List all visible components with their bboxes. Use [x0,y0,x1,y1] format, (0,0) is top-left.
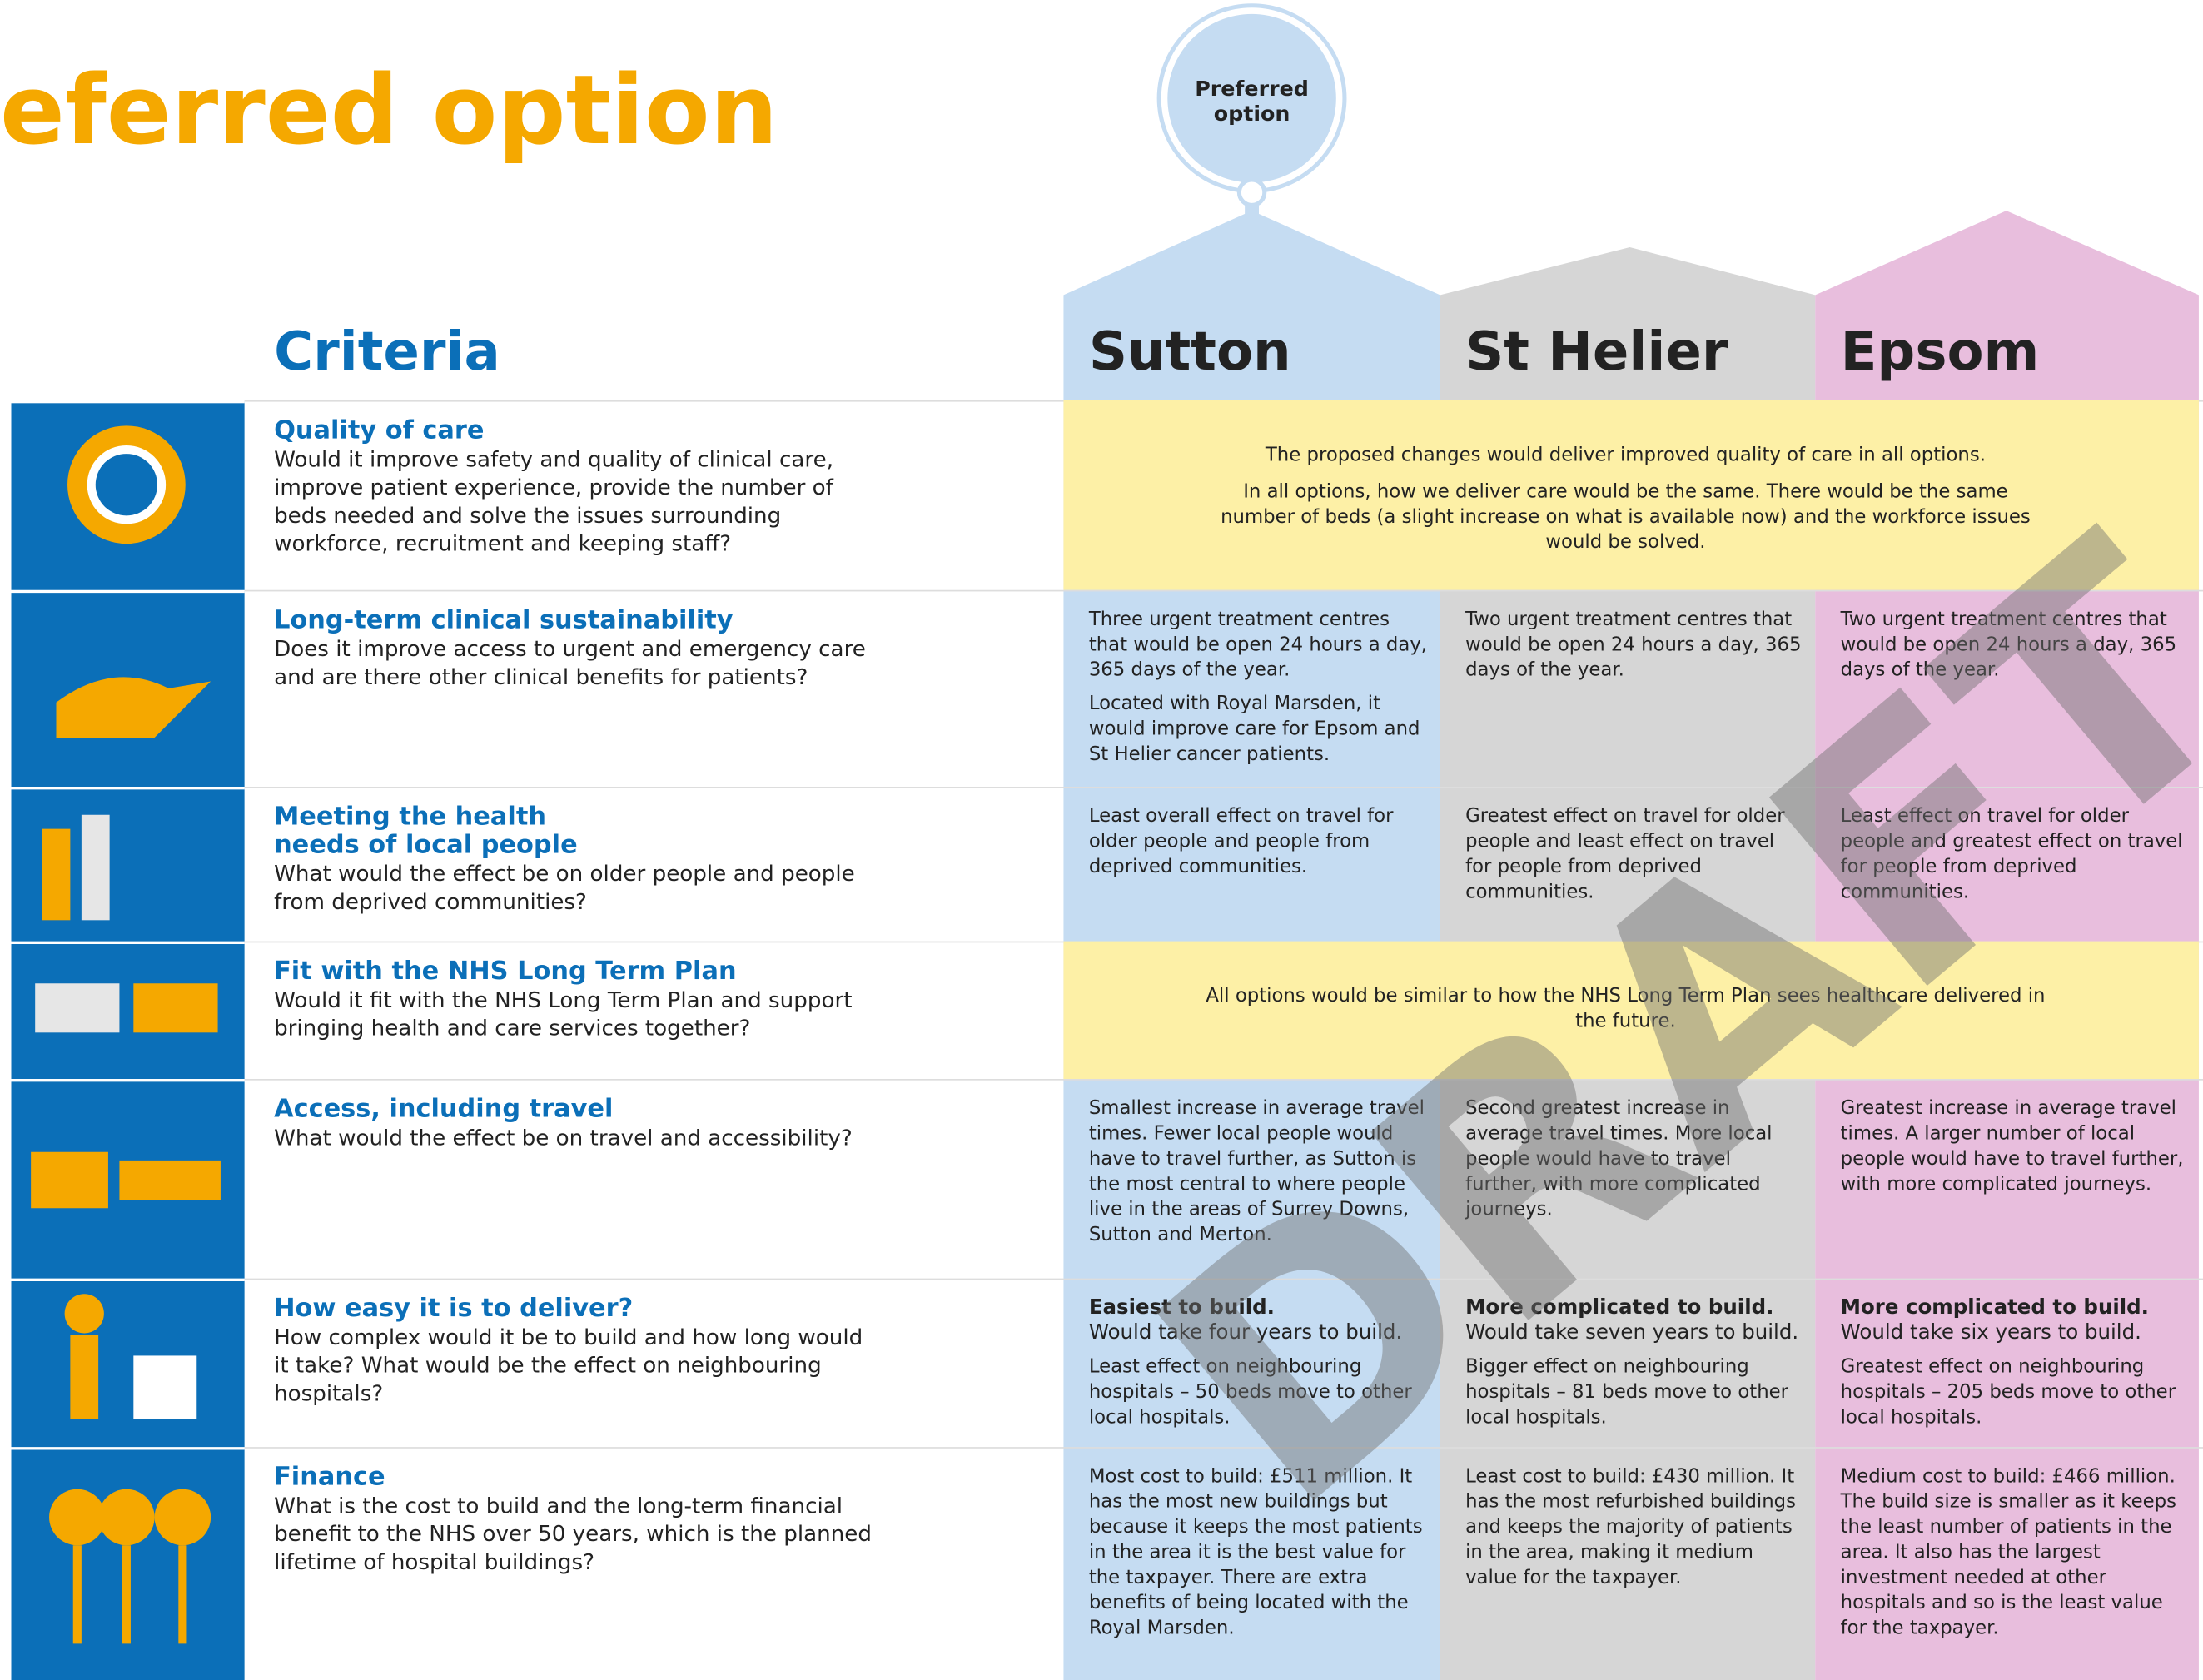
row-divider [244,589,2203,592]
option-cell: Most cost to build: £511 million. It has… [1089,1464,1429,1649]
criterion-description: Would it fit with the NHS Long Term Plan… [274,987,853,1041]
criterion-title: Access, including travel [274,1094,614,1124]
icon-divider [11,1079,245,1082]
column-header: Sutton [1088,320,1291,382]
criterion: How easy it is to deliver? How complex wo… [274,1295,878,1408]
option-cell: Greatest effect on travel for older peop… [1465,803,1804,913]
option-cell: Least overall effect on travel for older… [1089,803,1429,887]
option-cell: More complicated to build. Would take six… [1841,1295,2188,1439]
preferred-label: Preferred option [1195,76,1309,127]
cell-text: Least overall effect on travel for older… [1088,804,1394,878]
merged-background [1063,941,2199,1079]
option-cell: More complicated to build. Would take sev… [1465,1295,1804,1439]
icon-divider [11,589,245,594]
criterion-description: Does it improve access to urgent and eme… [274,636,866,690]
page-title: eferred option [0,56,778,167]
option-cell: Least effect on travel for older people … [1841,803,2188,913]
icon-divider [11,941,245,944]
criterion-title: Fit with the NHS Long Term Plan [274,957,737,987]
criterion-title: How easy it is to deliver? [274,1294,634,1324]
merged-cell: The proposed changes would deliver impro… [1204,443,2047,567]
cell-text: Bigger effect on neighbouring hospitals … [1465,1355,1789,1429]
column-header: St Helier [1465,320,1728,382]
merged-cell: All options would be similar to how the … [1204,983,2047,1045]
row-divider [244,787,2203,788]
option-cell: Easiest to build. Would take four years t… [1089,1295,1429,1439]
cell-text: The proposed changes would deliver impro… [1265,444,1986,467]
cell-text: Most cost to build: £511 million. It has… [1088,1465,1423,1640]
cell-text: Two urgent treatment centres that would … [1840,608,2177,682]
criterion-title: Finance [274,1462,385,1493]
cell-text: Greatest effect on neighbouring hospital… [1840,1355,2176,1429]
cell-text: Would take six years to build. [1840,1321,2141,1344]
cell-text: Least cost to build: £430 million. It ha… [1465,1465,1797,1589]
criterion-title: Meeting the health needs of local people [274,802,578,860]
cell-text: Second greatest increase in average trav… [1465,1096,1773,1221]
option-cell: Greatest increase in average travel time… [1841,1096,2188,1205]
cell-text: Easiest to build. [1088,1296,1275,1320]
icon-divider [11,1278,245,1281]
row-divider [244,1447,2203,1449]
criterion: Long-term clinical sustainability Does it… [274,605,878,691]
option-cell: Smallest increase in average travel time… [1089,1096,1429,1255]
row-divider [244,1079,2203,1081]
row-divider [244,1278,2203,1280]
criterion: Access, including travel What would the e… [274,1094,878,1152]
cell-text: Medium cost to build: £466 million. The … [1840,1465,2176,1640]
icon-divider [11,787,245,790]
criterion-description: What would the effect be on travel and a… [274,1125,853,1151]
option-cell: Least cost to build: £430 million. It ha… [1465,1464,1804,1598]
criterion-title: Quality of care [274,415,485,445]
cell-text: Greatest increase in average travel time… [1840,1096,2184,1196]
merged-background [1063,400,2199,590]
criterion-description: What would the effect be on older people… [274,861,855,915]
criterion: Fit with the NHS Long Term Plan Would it … [274,957,878,1042]
cell-text: Two urgent treatment centres that would … [1465,608,1802,682]
criterion-title: Long-term clinical sustainability [274,605,734,635]
cell-text: Least effect on travel for older people … [1840,804,2183,904]
cell-text: Located with Royal Marsden, it would imp… [1088,692,1420,766]
column-header: Epsom [1840,320,2040,382]
option-cell: Three urgent treatment centres that woul… [1089,607,1429,776]
criterion: Meeting the health needs of local people… [274,802,855,916]
cell-text: Smallest increase in average travel time… [1088,1096,1425,1246]
criterion-description: What is the cost to build and the long-t… [274,1493,873,1575]
cell-text: Greatest effect on travel for older peop… [1465,804,1785,904]
cell-text: More complicated to build. [1465,1296,1774,1320]
criterion: Quality of care Would it improve safety a… [274,415,878,558]
cell-text: Would take four years to build. [1088,1321,1403,1344]
option-cell: Two urgent treatment centres that would … [1841,607,2188,691]
cell-text: In all options, how we deliver care woul… [1221,480,2031,554]
option-cell: Medium cost to build: £466 million. The … [1841,1464,2188,1649]
option-cell: Second greatest increase in average trav… [1465,1096,1804,1230]
cell-text: Would take seven years to build. [1465,1321,1799,1344]
cell-text: All options would be similar to how the … [1206,984,2046,1033]
cell-text: Three urgent treatment centres that woul… [1088,608,1428,682]
icon-divider [11,400,245,404]
cell-text: More complicated to build. [1840,1296,2149,1320]
criterion: Finance What is the cost to build and the… [274,1464,878,1576]
criteria-header: Criteria [274,320,500,382]
cell-text: Least effect on neighbouring hospitals –… [1088,1355,1412,1429]
option-cell: Two urgent treatment centres that would … [1465,607,1804,691]
criterion-description: Would it improve safety and quality of c… [274,446,834,557]
icon-divider [11,1447,245,1450]
criterion-description: How complex would it be to build and how… [274,1325,863,1407]
